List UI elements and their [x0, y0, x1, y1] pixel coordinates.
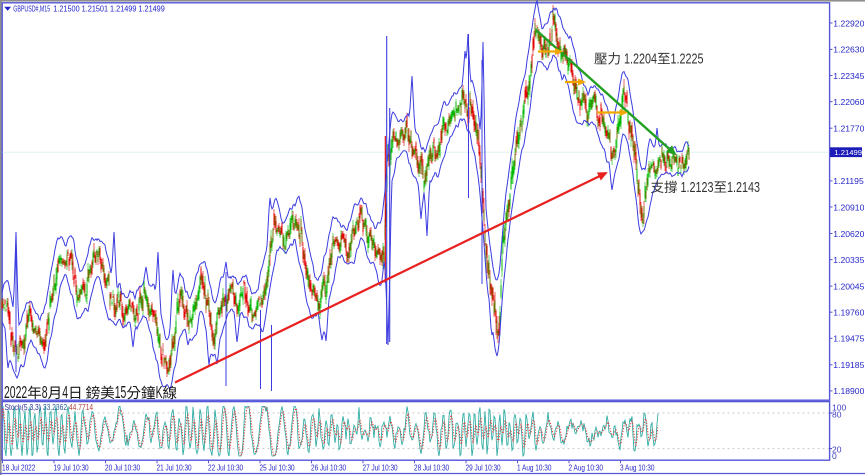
svg-text:1.2204: 1.2204	[621, 50, 657, 67]
svg-text:21 Jul 10:30: 21 Jul 10:30	[157, 463, 192, 473]
svg-text:20 Jul 10:30: 20 Jul 10:30	[105, 463, 140, 473]
svg-text:19 Jul 10:30: 19 Jul 10:30	[54, 463, 89, 473]
svg-text:0: 0	[832, 451, 837, 461]
svg-text:1.21499: 1.21499	[834, 148, 862, 157]
svg-text:1.21500 1.21501 1.21499 1.2149: 1.21500 1.21501 1.21499 1.21499	[53, 4, 165, 14]
svg-text:1.20620: 1.20620	[833, 229, 864, 239]
svg-text:2022: 2022	[4, 383, 27, 402]
svg-text:GBPUSD#,M15: GBPUSD#,M15	[13, 5, 50, 13]
svg-text:29 Jul 10:30: 29 Jul 10:30	[466, 463, 501, 473]
svg-text:28 Jul 10:30: 28 Jul 10:30	[414, 463, 449, 473]
svg-text:1.22630: 1.22630	[833, 45, 864, 55]
svg-text:20: 20	[832, 444, 842, 454]
svg-text:26 Jul 10:30: 26 Jul 10:30	[311, 463, 346, 473]
svg-text:27 Jul 10:30: 27 Jul 10:30	[363, 463, 398, 473]
svg-text:4: 4	[62, 383, 68, 402]
svg-text:1.20910: 1.20910	[833, 202, 864, 212]
svg-text:1.2225: 1.2225	[671, 50, 704, 67]
svg-text:1.22920: 1.22920	[833, 18, 864, 28]
svg-text:1.20045: 1.20045	[833, 281, 864, 291]
svg-text:3 Aug 10:30: 3 Aug 10:30	[620, 463, 654, 473]
svg-text:1.22060: 1.22060	[833, 97, 864, 107]
svg-text:25 Jul 10:30: 25 Jul 10:30	[260, 463, 295, 473]
svg-text:1.2143: 1.2143	[727, 178, 760, 195]
svg-text:Stoch(5,3,3) 33.2362 44.7714: Stoch(5,3,3) 33.2362 44.7714	[5, 402, 94, 412]
svg-text:22 Jul 10:30: 22 Jul 10:30	[208, 463, 243, 473]
svg-text:1.21195: 1.21195	[833, 176, 864, 186]
svg-text:2 Aug 10:30: 2 Aug 10:30	[569, 463, 603, 473]
svg-text:18 Jul 2022: 18 Jul 2022	[2, 463, 35, 473]
svg-text:100: 100	[832, 402, 846, 412]
svg-text:1 Aug 10:30: 1 Aug 10:30	[517, 463, 551, 473]
svg-text:15: 15	[115, 383, 127, 402]
svg-text:1.22345: 1.22345	[833, 71, 864, 81]
svg-text:1.19185: 1.19185	[833, 360, 864, 370]
svg-text:8: 8	[42, 383, 48, 402]
svg-text:80: 80	[832, 410, 842, 420]
svg-text:1.18900: 1.18900	[833, 386, 864, 396]
svg-text:1.19760: 1.19760	[833, 308, 864, 318]
svg-text:1.20335: 1.20335	[833, 255, 864, 265]
svg-text:K: K	[156, 383, 163, 402]
svg-text:1.19475: 1.19475	[833, 334, 864, 344]
svg-text:1.2123: 1.2123	[678, 178, 714, 195]
svg-text:1.21770: 1.21770	[833, 124, 864, 134]
